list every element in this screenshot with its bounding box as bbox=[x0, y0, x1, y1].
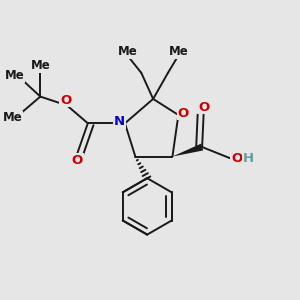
Text: O: O bbox=[178, 107, 189, 120]
Text: O: O bbox=[198, 101, 209, 114]
Text: H: H bbox=[243, 152, 254, 164]
Text: Me: Me bbox=[169, 45, 188, 58]
Text: Me: Me bbox=[4, 69, 24, 82]
Text: N: N bbox=[114, 115, 125, 128]
Text: Me: Me bbox=[3, 111, 23, 124]
Text: Me: Me bbox=[31, 59, 50, 72]
Text: Me: Me bbox=[118, 45, 138, 58]
Text: O: O bbox=[60, 94, 71, 106]
Polygon shape bbox=[172, 144, 203, 157]
Text: O: O bbox=[72, 154, 83, 167]
Text: O: O bbox=[231, 152, 242, 164]
